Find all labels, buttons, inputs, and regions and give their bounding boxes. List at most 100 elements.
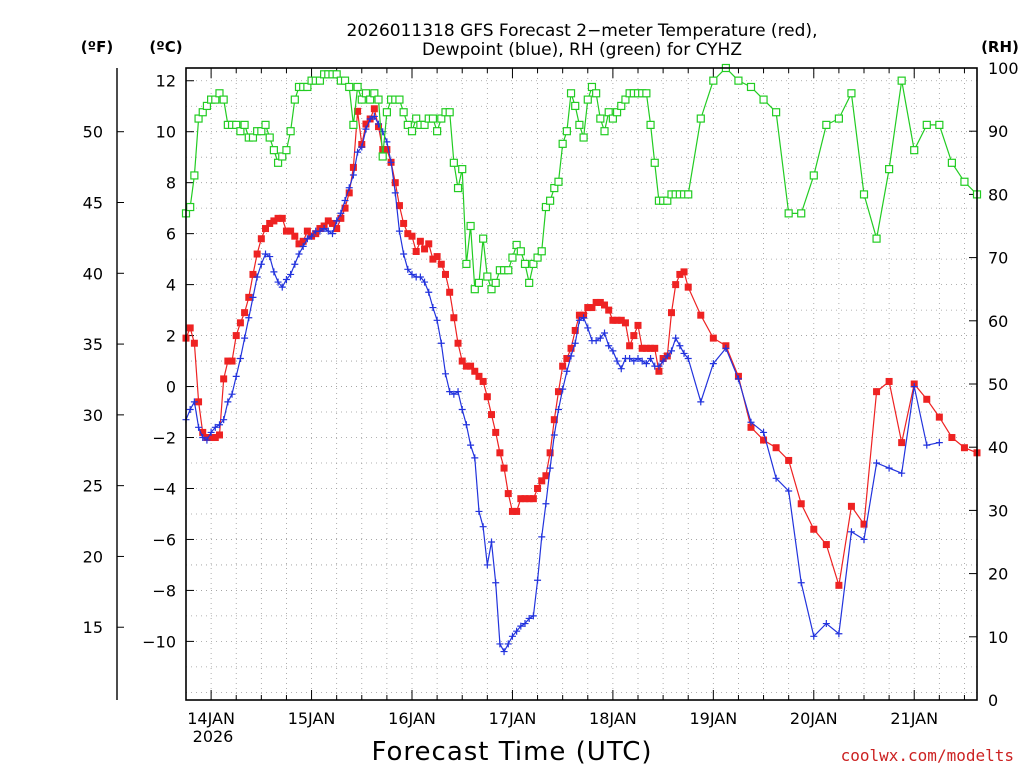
temperature-point: [462, 362, 470, 370]
dewpoint-point: [224, 398, 232, 406]
relative-humidity-point: [282, 146, 291, 155]
rh-tick-label: 100: [988, 59, 1019, 78]
temperature-point: [345, 189, 353, 197]
temperature-point: [391, 179, 399, 187]
chart-title-line2: Dewpoint (blue), RH (green) for CYHZ: [422, 40, 742, 60]
dewpoint-point: [345, 184, 353, 192]
dewpoint-point: [316, 227, 324, 235]
relative-humidity-point: [399, 108, 408, 117]
dewpoint-point: [709, 360, 717, 368]
dewpoint-point: [454, 388, 462, 396]
dewpoint-point: [475, 507, 483, 515]
temperature-point: [655, 367, 663, 375]
temperature-point: [337, 214, 345, 222]
temperature-point: [529, 495, 537, 503]
relative-humidity-point: [600, 127, 609, 136]
relative-humidity-point: [403, 120, 412, 129]
plot-frame: [185, 67, 978, 701]
dewpoint-point: [291, 260, 299, 268]
temperature-point: [211, 434, 219, 442]
temperature-point: [542, 472, 550, 480]
relative-humidity-point: [428, 114, 438, 123]
dewpoint-point: [534, 576, 542, 584]
dewpoint-point: [542, 500, 550, 508]
year-label: 2026: [193, 727, 234, 746]
temperature-point: [835, 581, 843, 589]
relative-humidity-point: [474, 278, 484, 287]
relative-humidity-point: [466, 221, 475, 231]
temperature-point: [873, 388, 881, 396]
relative-humidity-point: [709, 76, 718, 85]
temperature-point: [860, 520, 868, 528]
dewpoint-point: [458, 405, 466, 413]
temperature-point: [425, 240, 433, 248]
dewpoint-point: [772, 474, 780, 482]
temperature-point: [847, 502, 855, 510]
temperature-point: [446, 288, 454, 296]
temperature-point: [948, 434, 956, 442]
relative-humidity-point: [248, 133, 258, 142]
temperature-point: [207, 434, 215, 442]
temperature-point: [630, 332, 638, 340]
temperature-point: [885, 377, 893, 385]
relative-humidity-point: [663, 196, 672, 205]
temperature-point: [601, 301, 609, 309]
credit-label: coolwx.com/modelts: [841, 746, 1014, 765]
temperature-point: [709, 334, 717, 342]
relative-humidity-point: [236, 127, 245, 136]
x-tick-label: 19JAN: [689, 709, 737, 728]
temperature-point: [437, 260, 445, 268]
temperature-point: [626, 342, 634, 350]
dewpoint-point: [676, 342, 684, 350]
dewpoint-point: [441, 370, 449, 378]
rh-tick-label: 10: [988, 628, 1008, 647]
dewpoint-point: [634, 355, 642, 363]
relative-humidity-point: [960, 177, 969, 186]
grid-lines: [186, 68, 977, 700]
relative-humidity-point: [834, 114, 843, 123]
dewpoint-point: [810, 632, 818, 640]
relative-humidity-point: [592, 89, 601, 98]
dewpoint-point: [303, 235, 311, 243]
dewpoint-point: [797, 579, 805, 587]
relative-humidity-point: [617, 101, 626, 111]
relative-humidity-point: [219, 95, 228, 104]
temperature-point: [324, 217, 332, 225]
temperature-point: [534, 484, 542, 492]
dewpoint-point: [680, 349, 688, 357]
relative-humidity-point: [491, 278, 500, 287]
temperature-point: [249, 270, 257, 278]
temperature-point: [224, 357, 232, 365]
celsius-tick-label: 8: [166, 174, 176, 193]
dewpoint-point: [613, 357, 621, 365]
dewpoint-point: [232, 372, 240, 380]
axes: 14JAN 15JAN 16JAN 17JAN 18JAN 19JAN 20JAN 21JAN…: [83, 59, 1019, 728]
dewpoint-point: [835, 630, 843, 638]
dewpoint-point: [638, 357, 646, 365]
dewpoint-point: [266, 253, 274, 261]
x-tick-label: 14JAN: [187, 709, 235, 728]
temperature-point: [274, 214, 282, 222]
relative-humidity-point: [470, 285, 479, 294]
celsius-tick-label: −6: [152, 530, 176, 549]
relative-humidity-point: [696, 114, 705, 123]
celsius-tick-label: 0: [166, 378, 176, 397]
dewpoint-point: [601, 329, 609, 337]
temperature-point: [253, 250, 261, 258]
relative-humidity-point: [621, 95, 630, 104]
temperature-point: [667, 309, 675, 317]
temperature-point: [416, 237, 424, 245]
temperature-point: [684, 283, 692, 291]
fahrenheit-tick-label: 40: [83, 264, 103, 283]
temperature-point: [383, 146, 391, 154]
dewpoint-point: [734, 375, 742, 383]
relative-humidity-point: [571, 101, 580, 111]
rh-tick-label: 90: [988, 122, 1008, 141]
temperature-point: [935, 413, 943, 421]
celsius-tick-label: 10: [156, 123, 176, 142]
dewpoint-point: [546, 464, 554, 472]
temperature-point: [278, 214, 286, 222]
temperature-point: [408, 232, 416, 240]
relative-humidity-point: [608, 114, 617, 123]
relative-humidity-point: [449, 158, 458, 167]
